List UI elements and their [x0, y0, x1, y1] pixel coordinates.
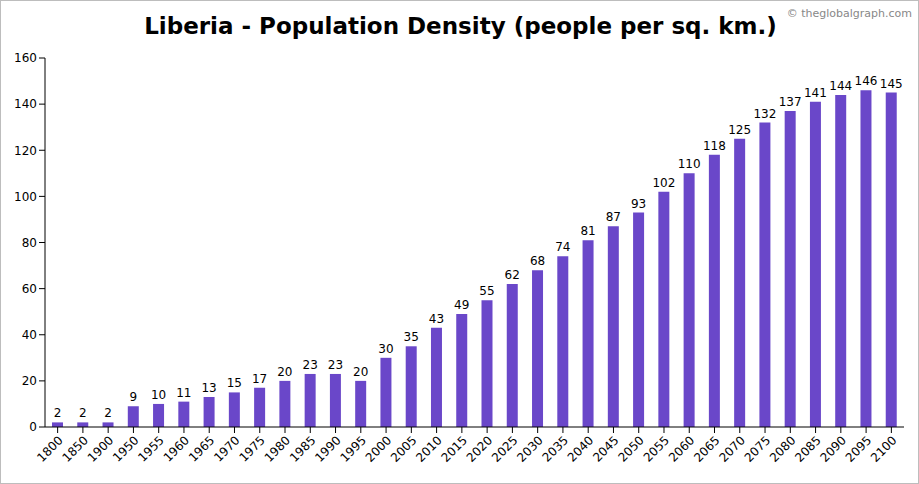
svg-text:0: 0: [29, 420, 37, 434]
svg-text:2: 2: [104, 406, 112, 420]
svg-text:2090: 2090: [817, 433, 848, 464]
svg-text:160: 160: [14, 51, 37, 65]
svg-text:102: 102: [652, 176, 675, 190]
svg-text:62: 62: [505, 268, 520, 282]
svg-text:2: 2: [79, 406, 87, 420]
svg-text:2045: 2045: [590, 433, 621, 464]
svg-text:1980: 1980: [262, 433, 293, 464]
svg-text:2075: 2075: [742, 433, 773, 464]
svg-text:43: 43: [429, 312, 444, 326]
svg-text:2: 2: [54, 406, 62, 420]
svg-text:2025: 2025: [489, 433, 520, 464]
svg-text:60: 60: [22, 282, 37, 296]
svg-text:1850: 1850: [60, 433, 91, 464]
svg-text:2000: 2000: [363, 433, 394, 464]
svg-text:87: 87: [606, 210, 621, 224]
svg-text:2060: 2060: [666, 433, 697, 464]
svg-text:2010: 2010: [413, 433, 444, 464]
svg-text:110: 110: [678, 157, 701, 171]
svg-text:2050: 2050: [615, 433, 646, 464]
html-text:© theglobalgraph.com: © theglobalgraph.com: [786, 7, 912, 20]
svg-text:118: 118: [703, 139, 726, 153]
svg-text:68: 68: [530, 254, 545, 268]
svg-text:1900: 1900: [85, 433, 116, 464]
svg-text:2080: 2080: [767, 433, 798, 464]
svg-text:81: 81: [580, 224, 595, 238]
svg-text:1960: 1960: [161, 433, 192, 464]
svg-text:145: 145: [880, 77, 903, 91]
svg-text:2100: 2100: [868, 433, 899, 464]
svg-text:2035: 2035: [540, 433, 571, 464]
svg-text:23: 23: [303, 358, 318, 372]
svg-text:2055: 2055: [641, 433, 672, 464]
svg-text:2065: 2065: [691, 433, 722, 464]
svg-text:2085: 2085: [792, 433, 823, 464]
svg-text:15: 15: [227, 376, 242, 390]
svg-text:20: 20: [353, 365, 368, 379]
svg-text:40: 40: [22, 328, 37, 342]
svg-text:2040: 2040: [565, 433, 596, 464]
svg-text:2070: 2070: [716, 433, 747, 464]
svg-text:20: 20: [22, 374, 37, 388]
svg-text:49: 49: [454, 298, 469, 312]
svg-text:125: 125: [728, 123, 751, 137]
svg-text:1965: 1965: [186, 433, 217, 464]
svg-text:55: 55: [479, 284, 494, 298]
svg-text:2030: 2030: [514, 433, 545, 464]
svg-text:23: 23: [328, 358, 343, 372]
svg-text:74: 74: [555, 240, 570, 254]
svg-text:1800: 1800: [34, 433, 65, 464]
svg-text:93: 93: [631, 197, 646, 211]
svg-text:20: 20: [277, 365, 292, 379]
svg-text:120: 120: [14, 144, 37, 158]
svg-text:1985: 1985: [287, 433, 318, 464]
svg-text:2020: 2020: [464, 433, 495, 464]
svg-text:1995: 1995: [337, 433, 368, 464]
svg-text:141: 141: [804, 86, 827, 100]
svg-text:1975: 1975: [236, 433, 267, 464]
svg-text:35: 35: [404, 330, 419, 344]
svg-text:144: 144: [829, 79, 852, 93]
html-text:Liberia - Population Density (: Liberia - Population Density (people per…: [144, 13, 777, 39]
svg-text:17: 17: [252, 372, 267, 386]
svg-text:80: 80: [22, 236, 37, 250]
svg-text:9: 9: [129, 390, 137, 404]
svg-text:30: 30: [378, 342, 393, 356]
svg-text:10: 10: [151, 388, 166, 402]
svg-text:1955: 1955: [135, 433, 166, 464]
svg-text:1970: 1970: [211, 433, 242, 464]
svg-text:1950: 1950: [110, 433, 141, 464]
svg-text:146: 146: [855, 74, 878, 88]
svg-text:140: 140: [14, 97, 37, 111]
svg-text:2015: 2015: [439, 433, 470, 464]
svg-text:137: 137: [779, 95, 802, 109]
svg-text:13: 13: [201, 381, 216, 395]
svg-text:1990: 1990: [312, 433, 343, 464]
svg-text:132: 132: [753, 107, 776, 121]
svg-text:2005: 2005: [388, 433, 419, 464]
svg-text:100: 100: [14, 190, 37, 204]
svg-text:2095: 2095: [843, 433, 874, 464]
svg-text:11: 11: [176, 386, 191, 400]
